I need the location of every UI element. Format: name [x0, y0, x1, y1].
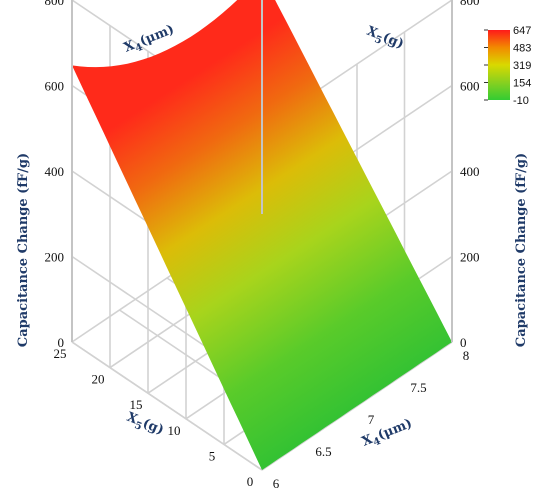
x5-tick-bottom: 20 [92, 372, 105, 387]
x4-tick-bottom: 6 [273, 476, 280, 491]
z-tick-right: 600 [460, 79, 480, 94]
z-tick-right: 0 [460, 335, 467, 350]
x5-tick-bottom: 25 [54, 346, 67, 361]
z-tick-left: 600 [45, 79, 65, 94]
z-tick-left: 400 [45, 164, 65, 179]
colorbar-tick: 483 [513, 43, 531, 55]
x5-tick-bottom: 0 [247, 474, 254, 489]
z-tick-left: 800 [45, 0, 65, 8]
z-tick-left: 200 [45, 250, 65, 265]
z-tick-right: 800 [460, 0, 480, 8]
colorbar-gradient [488, 30, 510, 100]
response-surface [72, 0, 452, 470]
z-tick-left: 0 [58, 335, 65, 350]
x5-tick-bottom: 15 [130, 397, 143, 412]
x4-tick-bottom: 7.5 [410, 380, 426, 395]
z-tick-right: 400 [460, 164, 480, 179]
x5-tick-bottom: 5 [209, 448, 216, 463]
x4-tick-bottom: 7 [368, 412, 375, 427]
x4-tick-bottom: 8 [463, 348, 470, 363]
x4-tick-bottom: 6.5 [315, 444, 331, 459]
x5-axis-title-bottom: X5(g) [123, 410, 165, 441]
z-axis-title-left: Capacitance Change (fF/g) [16, 153, 31, 347]
colorbar-tick: -10 [513, 95, 529, 107]
x5-tick-bottom: 10 [168, 423, 181, 438]
colorbar: 647 483 319 154 -10 [484, 25, 531, 107]
colorbar-tick: 319 [513, 60, 531, 72]
x5-axis-title-top: X5(g) [363, 24, 405, 55]
grid-line [71, 341, 263, 471]
colorbar-tick: 154 [513, 78, 531, 90]
axis-frame [71, 0, 453, 342]
z-axis-title-right: Capacitance Change (fF/g) [514, 153, 529, 347]
z-tick-right: 200 [460, 250, 480, 265]
tick-labels: 66.577.58051015202566.577.58051015202500… [45, 0, 480, 491]
colorbar-tick: 647 [513, 25, 531, 37]
